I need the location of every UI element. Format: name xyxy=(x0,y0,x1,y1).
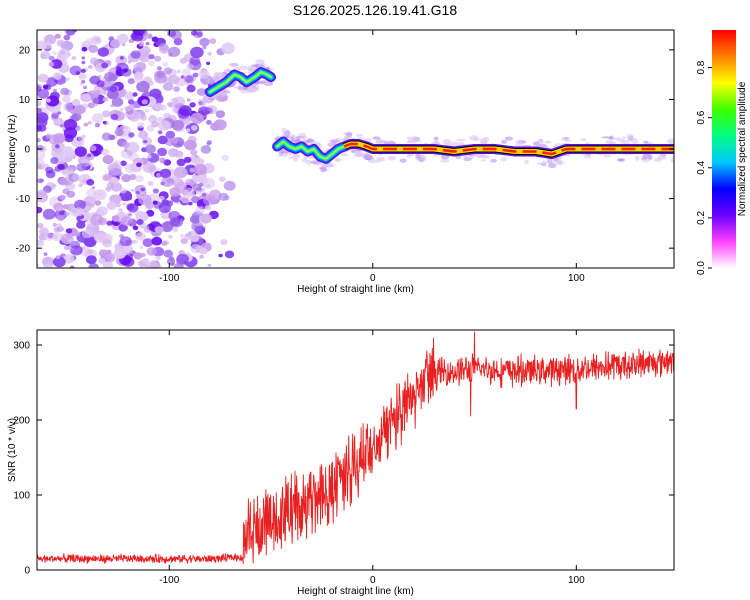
top-ytick-label: 0 xyxy=(24,145,30,156)
top-xtick-label: 0 xyxy=(370,273,376,284)
colorbar-tick-label: 0.8 xyxy=(696,60,707,74)
colorbar-tick-label: 0.6 xyxy=(696,110,707,124)
bottom-plot-frame xyxy=(36,329,675,571)
colorbar-label: Normalized spectral amplitude xyxy=(737,81,748,216)
snr-series-line xyxy=(37,331,674,565)
bottom-ytick-label: 0 xyxy=(24,566,30,577)
top-x-axis-label: Height of straight line (km) xyxy=(297,284,414,295)
top-ytick-label: -10 xyxy=(16,194,31,205)
colorbar xyxy=(712,30,736,268)
top-y-axis-label: Frequency (Hz) xyxy=(7,115,18,184)
bottom-ytick-label: 100 xyxy=(13,491,30,502)
colorbar-tick-label: 0.4 xyxy=(696,160,707,174)
top-ytick-label: 10 xyxy=(19,95,31,106)
ridge-halo xyxy=(205,59,674,173)
colorbar-tick-label: 0.0 xyxy=(696,261,707,275)
bottom-xtick-label: 100 xyxy=(568,575,585,586)
top-xtick-label: -100 xyxy=(159,273,179,284)
page-title: S126.2025.126.19.41.G18 xyxy=(292,2,458,18)
bottom-x-axis-label: Height of straight line (km) xyxy=(297,586,414,597)
top-xtick-label: 100 xyxy=(568,273,585,284)
top-ytick-label: 20 xyxy=(19,45,31,56)
noise-region xyxy=(37,30,237,268)
bottom-ytick-label: 300 xyxy=(13,341,30,352)
colorbar-tick-label: 0.2 xyxy=(696,211,707,225)
bottom-xtick-label: 0 xyxy=(370,575,376,586)
top-ytick-label: -20 xyxy=(16,244,31,255)
bottom-y-axis-label: SNR (10 * v/v) xyxy=(7,418,18,482)
bottom-xtick-label: -100 xyxy=(159,575,179,586)
bottom-ytick-label: 200 xyxy=(13,416,30,427)
ridge-trace xyxy=(205,67,674,164)
